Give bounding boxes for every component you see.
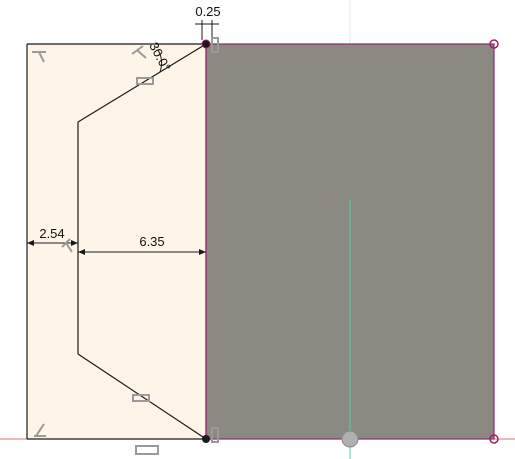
dimension-width-label: 6.35	[139, 234, 164, 249]
sketch-profile-region[interactable]	[27, 44, 206, 439]
perpendicular-constraint-icon-4	[61, 238, 73, 253]
origin-point[interactable]	[341, 430, 359, 448]
perpendicular-constraint-icon-2	[131, 45, 147, 59]
lower-slant-line	[77, 353, 207, 440]
perpendicular-constraint-icon-3	[34, 423, 46, 437]
dimension-left-offset[interactable]: 2.54	[27, 226, 78, 246]
perpendicular-constraint-icon	[32, 51, 46, 63]
dimension-width[interactable]: 6.35	[78, 234, 206, 255]
parallel-constraint-icon	[136, 77, 154, 85]
dimension-gap-label: 0.25	[195, 4, 220, 19]
dimension-left-offset-label: 2.54	[39, 226, 64, 241]
parallel-constraint-icon-2	[132, 394, 150, 402]
coincident-constraint-icon-2	[211, 427, 219, 443]
horizontal-constraint-icon	[135, 445, 159, 455]
sketch-point-bottom[interactable]	[202, 435, 210, 443]
vertex-point-bottom-right[interactable]	[489, 434, 499, 444]
coincident-constraint-icon	[211, 37, 219, 53]
vertex-point-top-right[interactable]	[489, 39, 499, 49]
sketch-point-top[interactable]	[201, 39, 211, 49]
dimension-gap[interactable]: 0.25	[195, 4, 221, 40]
